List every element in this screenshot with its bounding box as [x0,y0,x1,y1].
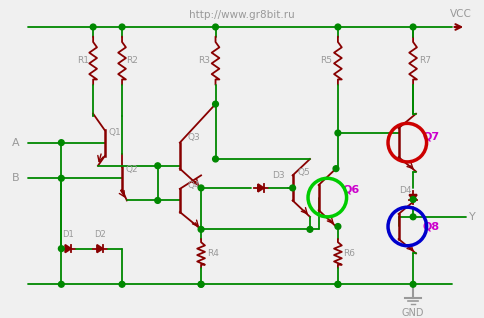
Polygon shape [97,245,103,252]
Text: R2: R2 [126,56,137,65]
Circle shape [212,24,218,30]
Text: D1: D1 [62,230,74,239]
Text: Q2: Q2 [126,164,138,174]
Polygon shape [409,195,417,200]
Circle shape [410,24,416,30]
Text: Q1: Q1 [108,128,121,137]
Text: R7: R7 [419,56,431,65]
Text: D4: D4 [400,186,412,195]
Text: R5: R5 [320,56,333,65]
Circle shape [335,281,341,287]
Circle shape [212,156,218,162]
Circle shape [59,140,64,146]
Text: VCC: VCC [450,9,472,19]
Circle shape [410,281,416,287]
Text: Q5: Q5 [298,169,310,177]
Polygon shape [65,245,71,252]
Circle shape [119,281,125,287]
Text: Q7: Q7 [423,132,440,142]
Circle shape [155,197,161,203]
Circle shape [212,101,218,107]
Circle shape [90,24,96,30]
Circle shape [198,185,204,191]
Text: Q6: Q6 [343,185,360,195]
Text: R4: R4 [207,249,219,258]
Text: Q4: Q4 [188,181,200,190]
Circle shape [410,197,416,202]
Text: D3: D3 [272,171,285,180]
Circle shape [335,281,341,287]
Polygon shape [258,184,264,192]
Circle shape [59,281,64,287]
Circle shape [198,281,204,287]
Text: B: B [12,173,20,183]
Text: Q3: Q3 [188,133,200,142]
Circle shape [410,214,416,220]
Circle shape [59,246,64,252]
Circle shape [335,130,341,136]
Text: Y: Y [469,212,476,222]
Circle shape [290,185,296,191]
Circle shape [198,226,204,232]
Text: GND: GND [402,308,424,318]
Circle shape [198,281,204,287]
Text: R6: R6 [344,249,355,258]
Text: D2: D2 [94,230,106,239]
Text: R3: R3 [198,56,210,65]
Circle shape [333,166,339,171]
Text: http://www.gr8bit.ru: http://www.gr8bit.ru [189,10,294,20]
Text: Q8: Q8 [423,221,440,232]
Text: A: A [12,138,20,148]
Circle shape [59,176,64,181]
Circle shape [119,24,125,30]
Circle shape [335,224,341,229]
Circle shape [335,24,341,30]
Circle shape [307,226,313,232]
Text: R1: R1 [77,56,90,65]
Circle shape [155,163,161,169]
